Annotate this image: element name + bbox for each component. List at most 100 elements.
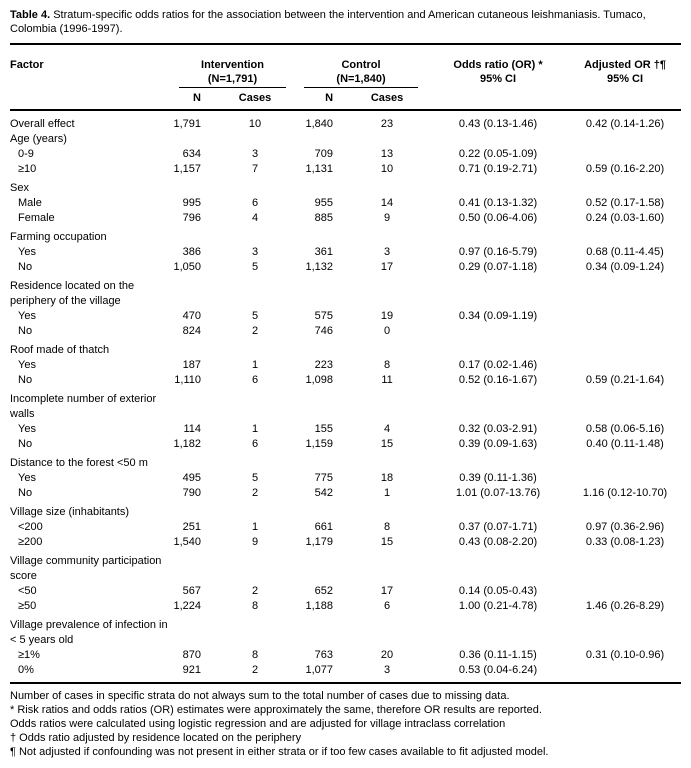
table-row: Farming occupation <box>10 226 681 245</box>
control-cases-cell <box>347 614 427 648</box>
table-row: ≥50 1,224 8 1,188 6 1.00 (0.21-4.78) 1.46 (0.2… <box>10 599 681 614</box>
adjusted-or-cell: 0.34 (0.09-1.24) <box>585 261 665 273</box>
table-row: Yes 495 5 775 18 0.39 (0.11-1.36) <box>10 471 681 486</box>
subheader-row: N Cases N Cases <box>10 88 681 110</box>
control-n-cell: 1,131 <box>305 163 334 175</box>
intervention-group-label: Intervention <box>201 59 264 71</box>
table-row: Village community participation score <box>10 550 681 584</box>
factor-cell: No <box>18 261 33 273</box>
control-cases-cell: 0 <box>383 325 391 337</box>
adjusted-or-cell <box>569 614 681 648</box>
factor-cell: No <box>18 374 33 386</box>
odds-ratio-cell: 0.43 (0.13-1.46) <box>458 118 538 130</box>
table-row: Age (years) <box>10 132 681 147</box>
intervention-n-cell: 386 <box>182 246 201 258</box>
intervention-n-cell: 796 <box>182 212 201 224</box>
odds-ratio-cell: 0.52 (0.16-1.67) <box>458 374 538 386</box>
control-n-cell <box>295 226 347 245</box>
control-cases-cell: 14 <box>380 197 394 209</box>
control-cases-cell: 3 <box>383 246 391 258</box>
column-header-adjusted-or: Adjusted OR †¶ 95% CI <box>569 45 681 110</box>
intervention-n-cell: 1,224 <box>173 600 201 612</box>
factor-cell: Female <box>18 212 55 224</box>
control-cases-cell: 19 <box>380 310 394 322</box>
table-row: No 790 2 542 1 1.01 (0.07-13.76) 1.16 (0.12-10… <box>10 486 681 501</box>
intervention-n-cell: 251 <box>182 521 201 533</box>
factor-cell: Roof made of thatch <box>10 344 110 356</box>
intervention-cases-cell: 5 <box>251 472 259 484</box>
odds-ratio-cell: 0.22 (0.05-1.09) <box>458 148 538 160</box>
control-n-cell: 1,159 <box>305 438 334 450</box>
control-n-cell: 1,132 <box>305 261 334 273</box>
control-n-cell <box>295 339 347 358</box>
control-cases-cell: 8 <box>383 359 391 371</box>
intervention-cases-cell <box>215 452 295 471</box>
odds-ratio-cell: 0.39 (0.11-1.36) <box>459 472 537 484</box>
intervention-n-cell: 567 <box>182 585 201 597</box>
intervention-n-cell: 790 <box>182 487 201 499</box>
intervention-n-cell: 1,157 <box>173 163 201 175</box>
factor-cell: Yes <box>18 310 36 322</box>
control-cases-cell <box>347 388 427 422</box>
adjusted-or-cell <box>569 663 681 683</box>
odds-ratio-cell: 0.17 (0.02-1.46) <box>458 359 538 371</box>
adjusted-or-cell <box>569 226 681 245</box>
factor-cell: Village prevalence of infection in < 5 y… <box>10 619 168 646</box>
control-n-cell: 361 <box>314 246 334 258</box>
table-header: Factor Intervention (N=1,791) Control (N… <box>10 45 682 110</box>
intervention-cases-cell: 8 <box>251 600 259 612</box>
intervention-cases-cell <box>215 614 295 648</box>
adjusted-or-cell: 1.46 (0.26-8.29) <box>585 600 665 612</box>
intervention-cases-cell: 5 <box>251 310 259 322</box>
control-cases-cell: 8 <box>383 521 391 533</box>
odds-ratio-cell <box>427 614 569 648</box>
factor-cell: Village size (inhabitants) <box>10 506 130 518</box>
factor-cell: 0% <box>18 664 34 676</box>
factor-cell: 0-9 <box>18 148 34 160</box>
intervention-cases-cell: 1 <box>251 423 259 435</box>
control-cases-cell: 17 <box>380 261 394 273</box>
control-n-cell <box>295 614 347 648</box>
intervention-n-cell <box>170 614 215 648</box>
table-row: Sex <box>10 177 681 196</box>
adjusted-or-cell: 0.52 (0.17-1.58) <box>585 197 665 209</box>
control-n-cell: 763 <box>314 649 334 661</box>
adjusted-or-cell: 1.16 (0.12-10.70) <box>582 487 668 499</box>
intervention-n-cell: 995 <box>182 197 201 209</box>
factor-cell: Male <box>18 197 42 209</box>
intervention-n-cell: 1,050 <box>173 261 201 273</box>
adjusted-or-cell: 0.68 (0.11-4.45) <box>586 246 664 258</box>
control-cases-cell: 11 <box>381 374 393 386</box>
control-n-cell <box>295 501 347 520</box>
odds-ratio-cell: 0.41 (0.13-1.32) <box>458 197 538 209</box>
table-row: Yes 114 1 155 4 0.32 (0.03-2.91) 0.58 (0.06-5.… <box>10 422 681 437</box>
intervention-cases-cell <box>215 177 295 196</box>
odds-ratio-cell <box>427 339 569 358</box>
odds-ratio-cell: 0.71 (0.19-2.71) <box>458 163 538 175</box>
table-caption: Table 4. Stratum-specific odds ratios fo… <box>10 8 681 45</box>
intervention-n-cell: 1,182 <box>173 438 201 450</box>
adjusted-or-cell <box>569 358 681 373</box>
subheader-intervention-cases: Cases <box>238 92 272 104</box>
adjusted-or-cell <box>569 550 681 584</box>
intervention-n-cell: 187 <box>182 359 201 371</box>
table-row: Female 796 4 885 9 0.50 (0.06-4.06) 0.24 (0.03… <box>10 211 681 226</box>
odds-ratio-cell <box>427 550 569 584</box>
intervention-cases-cell: 6 <box>251 197 259 209</box>
table-body: Overall effect 1,791 10 1,840 23 0.43 (0.13-1… <box>10 110 682 683</box>
factor-cell: Yes <box>18 359 36 371</box>
odds-ratio-cell: 0.50 (0.06-4.06) <box>458 212 538 224</box>
factor-cell: ≥200 <box>18 536 43 548</box>
control-n-cell <box>295 550 347 584</box>
factor-cell: No <box>18 325 33 337</box>
table-row: ≥1% 870 8 763 20 0.36 (0.11-1.15) 0.31 (0.10-0… <box>10 648 681 663</box>
intervention-cases-cell <box>215 501 295 520</box>
footnotes: Number of cases in specific strata do no… <box>10 684 681 759</box>
control-n-cell: 709 <box>314 148 334 160</box>
control-n-cell: 223 <box>314 359 334 371</box>
odds-ratio-cell <box>427 324 569 339</box>
table-row: Roof made of thatch <box>10 339 681 358</box>
intervention-n-cell: 1,540 <box>173 536 201 548</box>
intervention-n-cell: 114 <box>183 423 201 435</box>
